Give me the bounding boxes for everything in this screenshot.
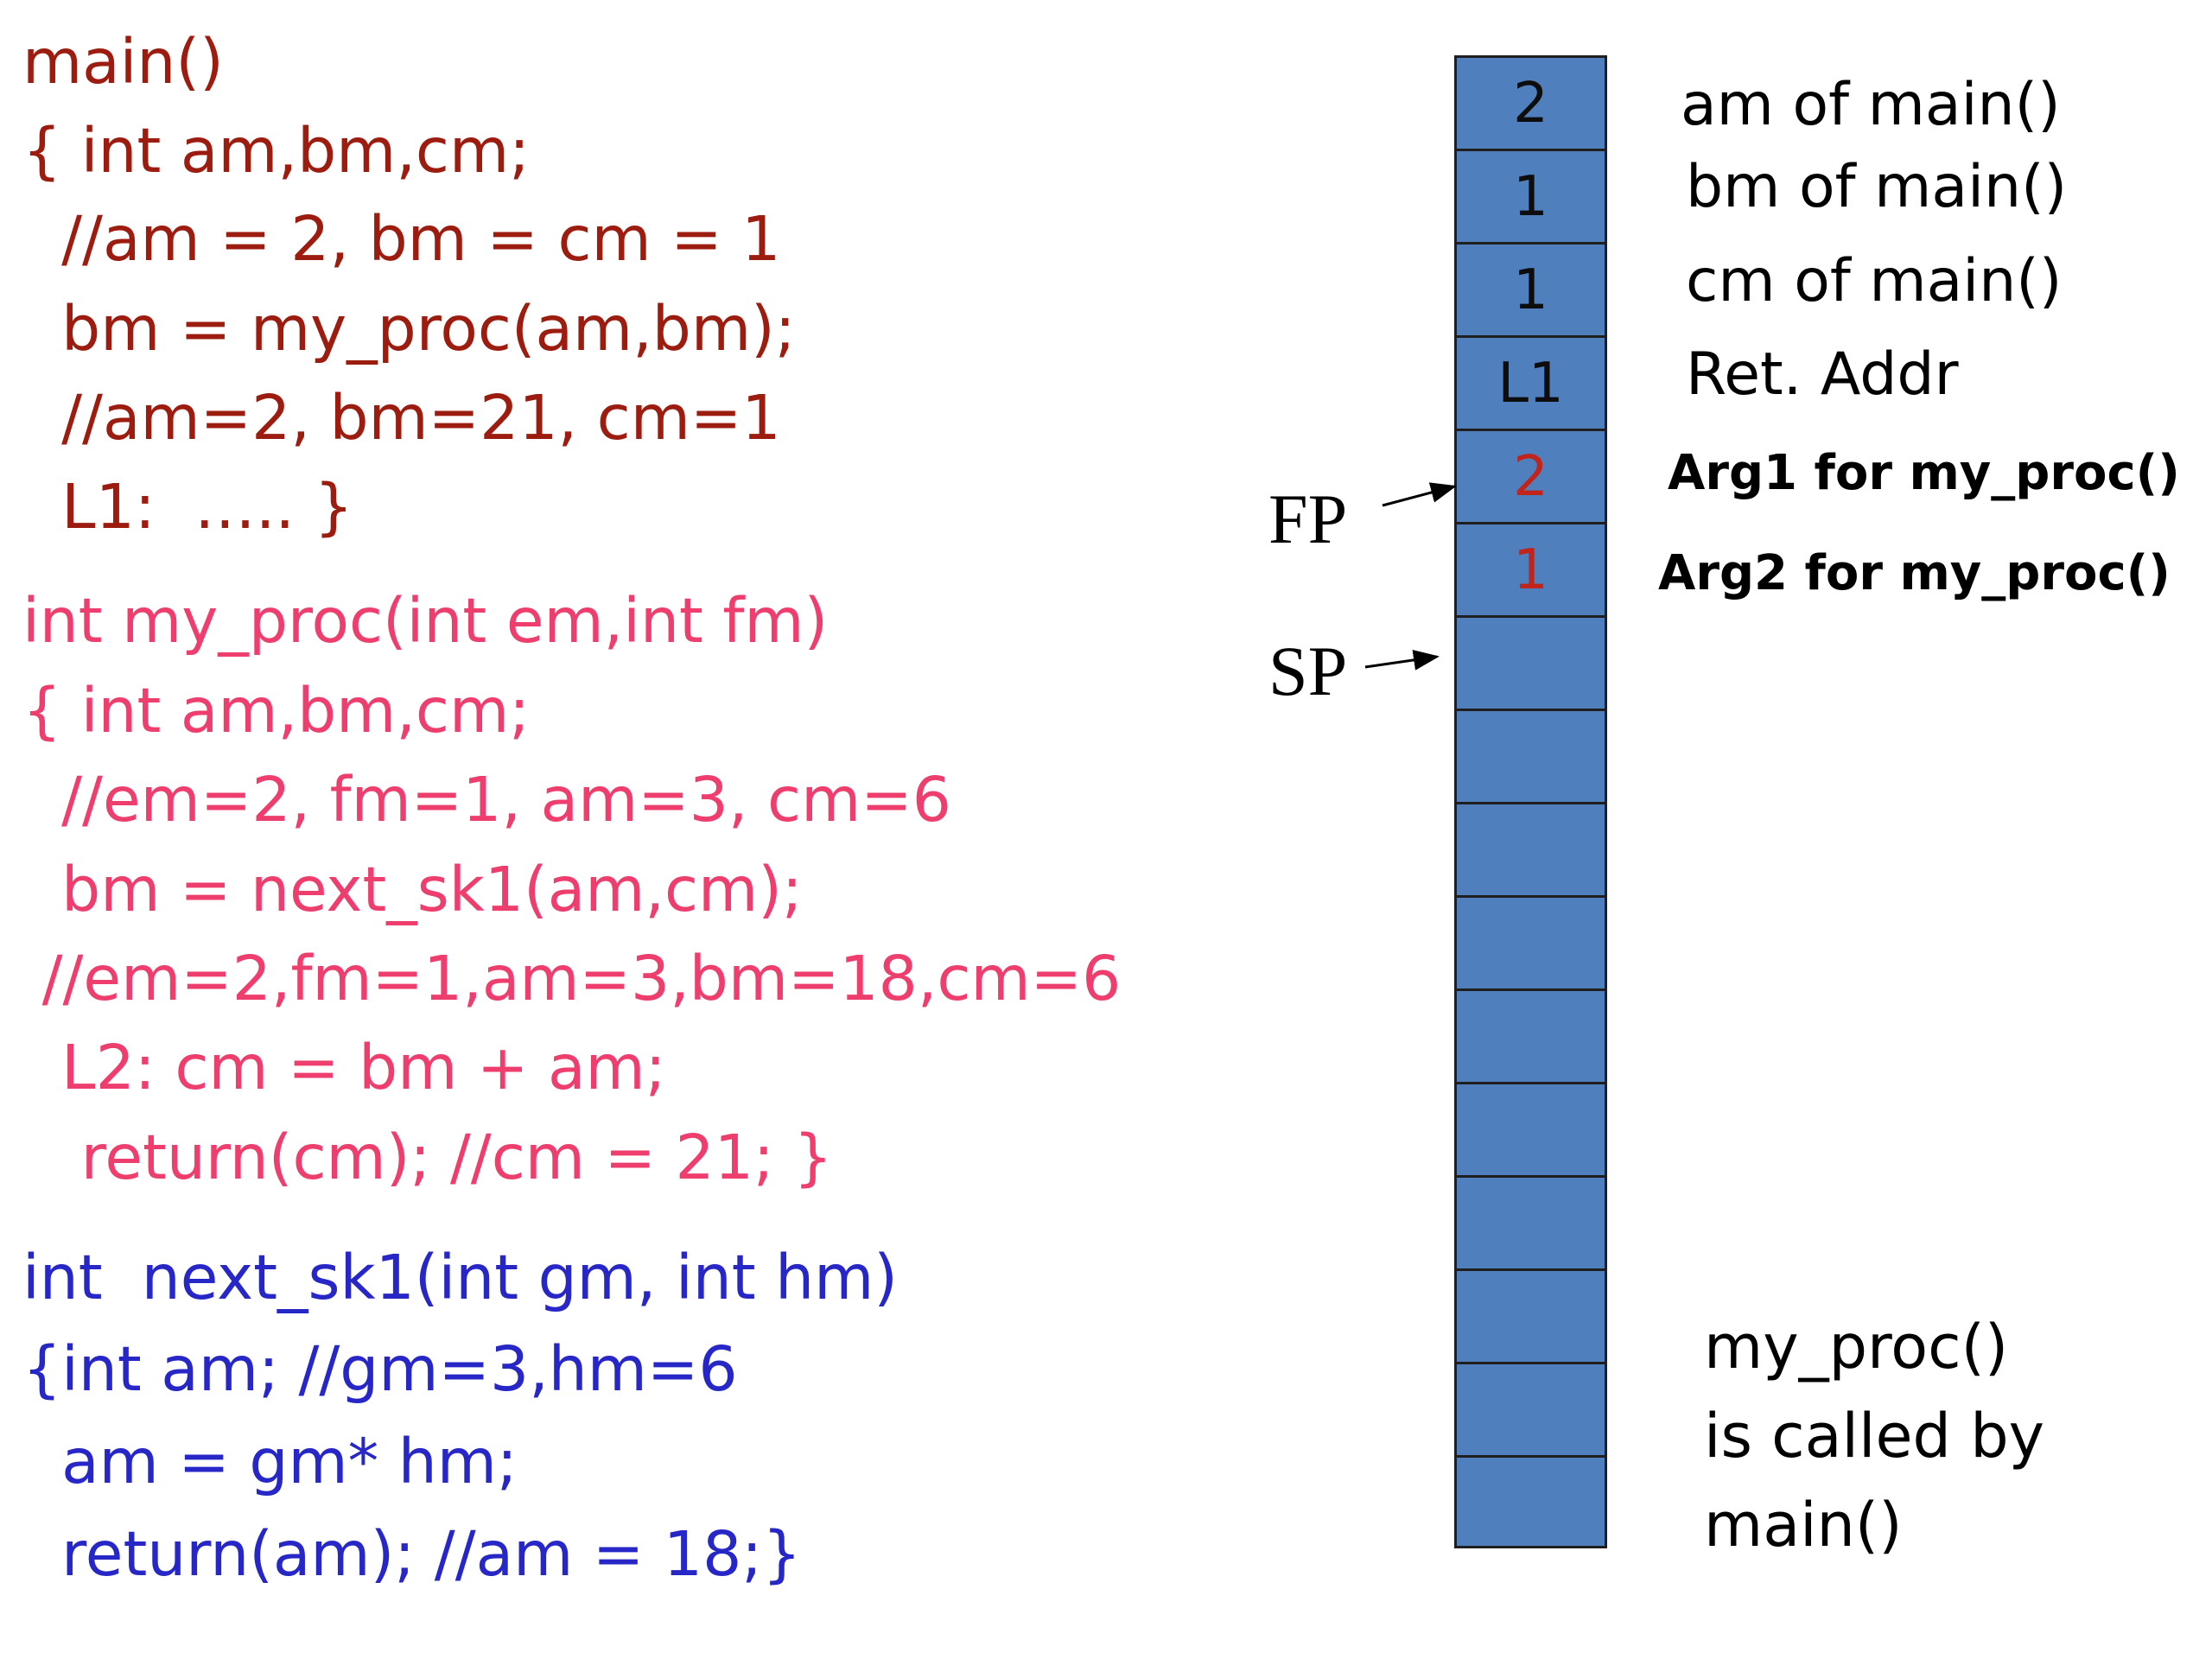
stack-label: am of main() (1681, 71, 2061, 139)
note-line: my_proc() (1704, 1312, 2009, 1382)
stack-cell: 2 (1457, 431, 1605, 524)
stack-label: cm of main() (1686, 247, 2063, 315)
code-line: L2: cm = bm + am; (22, 1032, 666, 1103)
stack-cell: 2 (1457, 58, 1605, 151)
stack-label: bm of main() (1686, 153, 2068, 221)
stack-cell (1457, 1364, 1605, 1458)
stack-cell (1457, 1271, 1605, 1364)
stack-label: Arg2 for my_proc() (1658, 545, 2171, 601)
code-line: return(cm); //cm = 21; } (22, 1122, 833, 1193)
note-line: main() (1704, 1490, 1903, 1560)
stack-pointer-label: SP (1268, 632, 1348, 710)
code-line: bm = my_proc(am,bm); (22, 293, 796, 365)
stack-cell: 1 (1457, 245, 1605, 338)
code-line: //em=2,fm=1,am=3,bm=18,cm=6 (22, 943, 1122, 1014)
code-line: { int am,bm,cm; (22, 115, 531, 187)
stack-cell: 1 (1457, 151, 1605, 245)
code-line: L1: ….. } (22, 471, 353, 543)
code-line: { int am,bm,cm; (22, 675, 531, 747)
code-line: main() (22, 26, 224, 98)
stack-cell (1457, 991, 1605, 1084)
stack-cell (1457, 804, 1605, 898)
stack-cell (1457, 1084, 1605, 1178)
call-stack: 2 1 1 L1 2 1 (1454, 55, 1607, 1548)
stack-cell (1457, 618, 1605, 711)
stack-cell (1457, 1178, 1605, 1271)
note-line: is called by (1704, 1401, 2045, 1471)
stack-label: Arg1 for my_proc() (1668, 445, 2180, 501)
stack-label: Ret. Addr (1686, 340, 1959, 409)
sp-arrow (1364, 649, 1440, 671)
stack-cell: 1 (1457, 524, 1605, 618)
code-line: return(am); //am = 18;} (22, 1518, 802, 1590)
stack-cell (1457, 898, 1605, 991)
code-line: am = gm* hm; (22, 1426, 518, 1497)
fp-arrow (1382, 482, 1457, 507)
code-line: {int am; //gm=3,hm=6 (22, 1333, 738, 1405)
code-line: //em=2, fm=1, am=3, cm=6 (22, 764, 951, 836)
code-line: //am=2, bm=21, cm=1 (22, 382, 781, 454)
stack-cell (1457, 711, 1605, 804)
code-line: int my_proc(int em,int fm) (22, 585, 829, 657)
frame-pointer-label: FP (1268, 480, 1348, 558)
code-line: bm = next_sk1(am,cm); (22, 854, 803, 925)
code-line: //am = 2, bm = cm = 1 (22, 203, 781, 275)
code-line: int next_sk1(int gm, int hm) (22, 1242, 898, 1313)
stack-cell: L1 (1457, 338, 1605, 431)
